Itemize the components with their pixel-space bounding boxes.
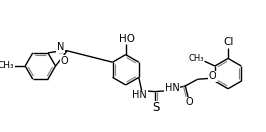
Text: S: S bbox=[152, 101, 160, 114]
Text: HN: HN bbox=[132, 90, 147, 100]
Text: CH₃: CH₃ bbox=[0, 61, 15, 70]
Text: Cl: Cl bbox=[224, 37, 234, 47]
Text: CH₃: CH₃ bbox=[188, 54, 204, 63]
Text: N: N bbox=[57, 42, 64, 52]
Text: O: O bbox=[60, 56, 68, 66]
Text: HO: HO bbox=[119, 34, 135, 44]
Text: O: O bbox=[185, 97, 193, 107]
Text: O: O bbox=[209, 71, 217, 81]
Text: HN: HN bbox=[165, 83, 179, 93]
